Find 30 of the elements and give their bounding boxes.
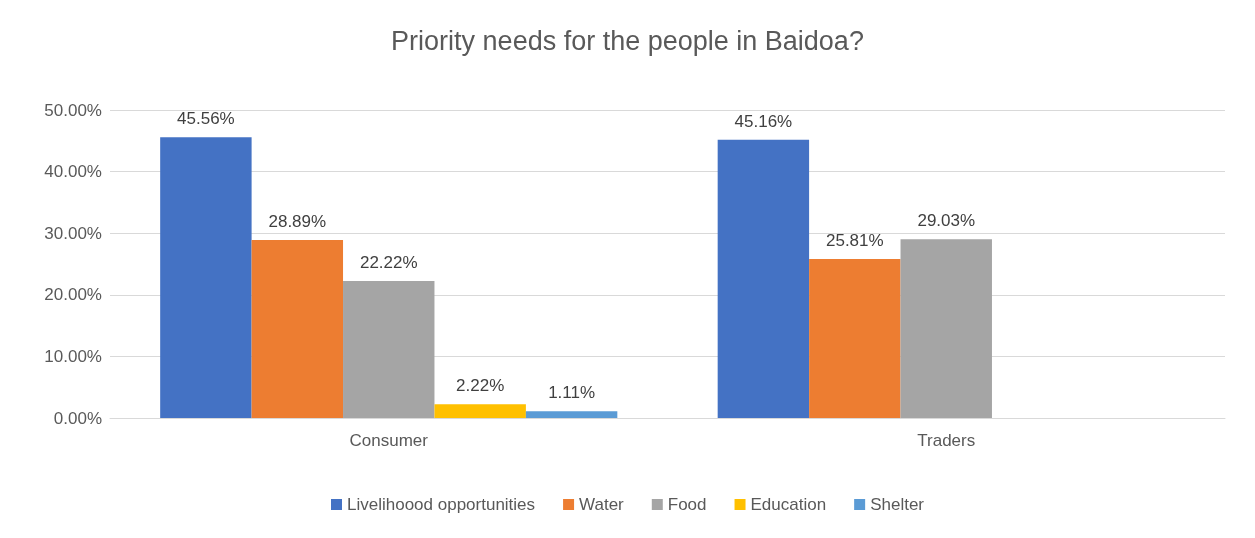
bar	[343, 281, 435, 418]
chart-title: Priority needs for the people in Baidoa?	[391, 25, 864, 56]
bar	[809, 259, 901, 418]
y-tick-label: 20.00%	[44, 285, 102, 305]
legend-label: Shelter	[870, 495, 925, 514]
legend-label: Food	[667, 495, 707, 514]
legend-label: Education	[750, 495, 827, 514]
bar	[160, 137, 252, 418]
bar	[717, 139, 810, 418]
data-label: 22.22%	[359, 253, 418, 273]
data-label: 45.56%	[177, 109, 235, 129]
y-tick-label: 30.00%	[44, 223, 102, 243]
y-tick-label: 0.00%	[53, 408, 102, 428]
data-label: 28.89%	[268, 212, 327, 232]
data-label: 45.16%	[734, 111, 793, 131]
x-tick-label: Traders	[917, 431, 976, 450]
legend-label: Livelihoood opportunities	[346, 495, 536, 514]
x-tick-label: Consumer	[349, 431, 429, 450]
data-label: 2.22%	[456, 376, 505, 396]
bar	[525, 411, 618, 418]
data-label: 25.81%	[825, 231, 884, 251]
bar	[434, 404, 526, 418]
bar	[900, 239, 992, 418]
data-label: 29.03%	[917, 211, 976, 231]
y-tick-label: 10.00%	[44, 346, 102, 366]
bar	[251, 240, 344, 418]
data-label: 1.11%	[548, 383, 596, 403]
legend-label: Water	[579, 495, 625, 514]
y-tick-label: 40.00%	[44, 162, 102, 182]
y-tick-label: 50.00%	[44, 100, 102, 120]
